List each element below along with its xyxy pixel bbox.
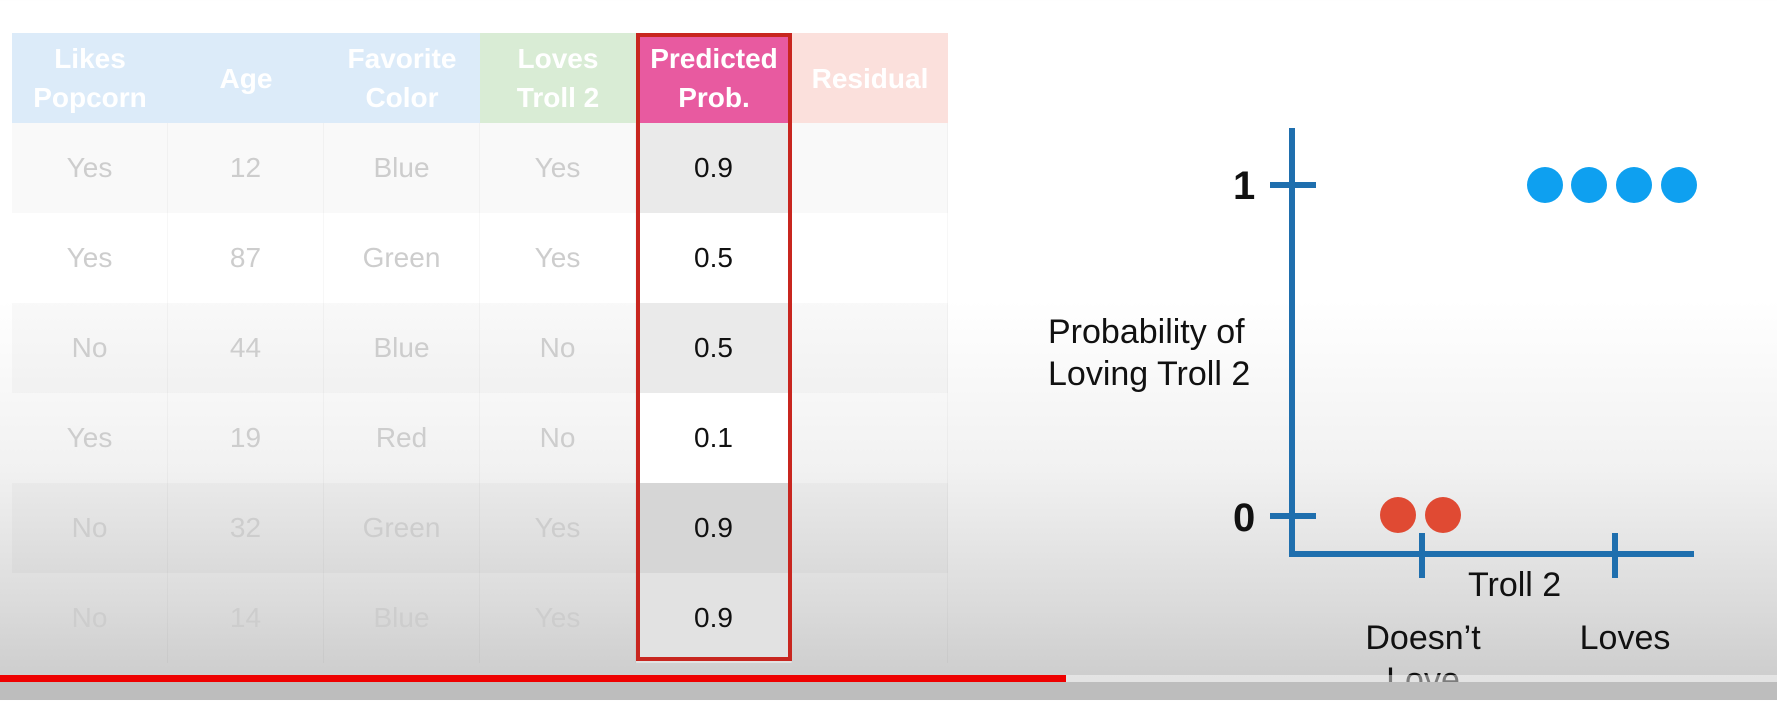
cell-likes-popcorn: No bbox=[12, 483, 168, 573]
table-row: Yes 12 Blue Yes 0.9 bbox=[12, 123, 948, 213]
x-tick-label-loves: Loves bbox=[1579, 619, 1671, 657]
cell-favorite-color: Blue bbox=[324, 303, 480, 393]
cell-favorite-color: Blue bbox=[324, 573, 480, 663]
player-controls-strip bbox=[0, 682, 1777, 700]
data-table: Likes Popcorn Age Favorite Color Loves T… bbox=[12, 33, 948, 663]
cell-predicted-prob: 0.5 bbox=[636, 303, 792, 393]
cell-residual bbox=[792, 213, 948, 303]
cell-favorite-color: Red bbox=[324, 393, 480, 483]
cell-favorite-color: Green bbox=[324, 213, 480, 303]
cell-loves-troll2: No bbox=[480, 303, 636, 393]
data-point-doesnt-love bbox=[1380, 497, 1416, 533]
data-point-doesnt-love bbox=[1425, 497, 1461, 533]
cell-age: 87 bbox=[168, 213, 324, 303]
cell-residual bbox=[792, 573, 948, 663]
cell-predicted-prob: 0.9 bbox=[636, 483, 792, 573]
cell-predicted-prob: 0.1 bbox=[636, 393, 792, 483]
header-age: Age bbox=[168, 33, 324, 123]
cell-residual bbox=[792, 483, 948, 573]
cell-likes-popcorn: Yes bbox=[12, 123, 168, 213]
cell-likes-popcorn: No bbox=[12, 303, 168, 393]
y-tick-label-0: 0 bbox=[1233, 496, 1256, 540]
table-row: No 32 Green Yes 0.9 bbox=[12, 483, 948, 573]
video-progress-fill bbox=[0, 675, 1067, 682]
data-point-loves bbox=[1571, 167, 1607, 203]
table-row: No 14 Blue Yes 0.9 bbox=[12, 573, 948, 663]
cell-predicted-prob: 0.5 bbox=[636, 213, 792, 303]
table-row: Yes 19 Red No 0.1 bbox=[12, 393, 948, 483]
data-point-loves bbox=[1527, 167, 1563, 203]
cell-loves-troll2: Yes bbox=[480, 213, 636, 303]
cell-likes-popcorn: Yes bbox=[12, 393, 168, 483]
cell-loves-troll2: Yes bbox=[480, 123, 636, 213]
cell-loves-troll2: Yes bbox=[480, 483, 636, 573]
cell-age: 14 bbox=[168, 573, 324, 663]
header-favorite-color: Favorite Color bbox=[324, 33, 480, 123]
header-residual: Residual bbox=[792, 33, 948, 123]
table-row: Yes 87 Green Yes 0.5 bbox=[12, 213, 948, 303]
cell-loves-troll2: No bbox=[480, 393, 636, 483]
x-axis-label: Troll 2 bbox=[1468, 566, 1562, 604]
cell-favorite-color: Blue bbox=[324, 123, 480, 213]
cell-predicted-prob: 0.9 bbox=[636, 573, 792, 663]
cell-loves-troll2: Yes bbox=[480, 573, 636, 663]
y-axis-label: Probability of Loving Troll 2 bbox=[1048, 313, 1251, 393]
cell-predicted-prob: 0.9 bbox=[636, 123, 792, 213]
data-point-loves bbox=[1616, 167, 1652, 203]
probability-plot: 1 0 Probability of Loving Troll 2 Troll … bbox=[1000, 0, 1777, 700]
cell-residual bbox=[792, 393, 948, 483]
cell-likes-popcorn: No bbox=[12, 573, 168, 663]
table-header-row: Likes Popcorn Age Favorite Color Loves T… bbox=[12, 33, 948, 123]
data-point-loves bbox=[1661, 167, 1697, 203]
header-loves-troll2: Loves Troll 2 bbox=[480, 33, 636, 123]
table-row: No 44 Blue No 0.5 bbox=[12, 303, 948, 393]
cell-residual bbox=[792, 123, 948, 213]
header-predicted-prob: Predicted Prob. bbox=[636, 33, 792, 123]
cell-age: 12 bbox=[168, 123, 324, 213]
plot-svg bbox=[1270, 128, 1697, 578]
cell-age: 19 bbox=[168, 393, 324, 483]
cell-residual bbox=[792, 303, 948, 393]
y-tick-label-1: 1 bbox=[1233, 164, 1256, 208]
cell-favorite-color: Green bbox=[324, 483, 480, 573]
cell-age: 32 bbox=[168, 483, 324, 573]
header-likes-popcorn: Likes Popcorn bbox=[12, 33, 168, 123]
cell-age: 44 bbox=[168, 303, 324, 393]
video-progress-bar[interactable] bbox=[0, 675, 1777, 682]
cell-likes-popcorn: Yes bbox=[12, 213, 168, 303]
